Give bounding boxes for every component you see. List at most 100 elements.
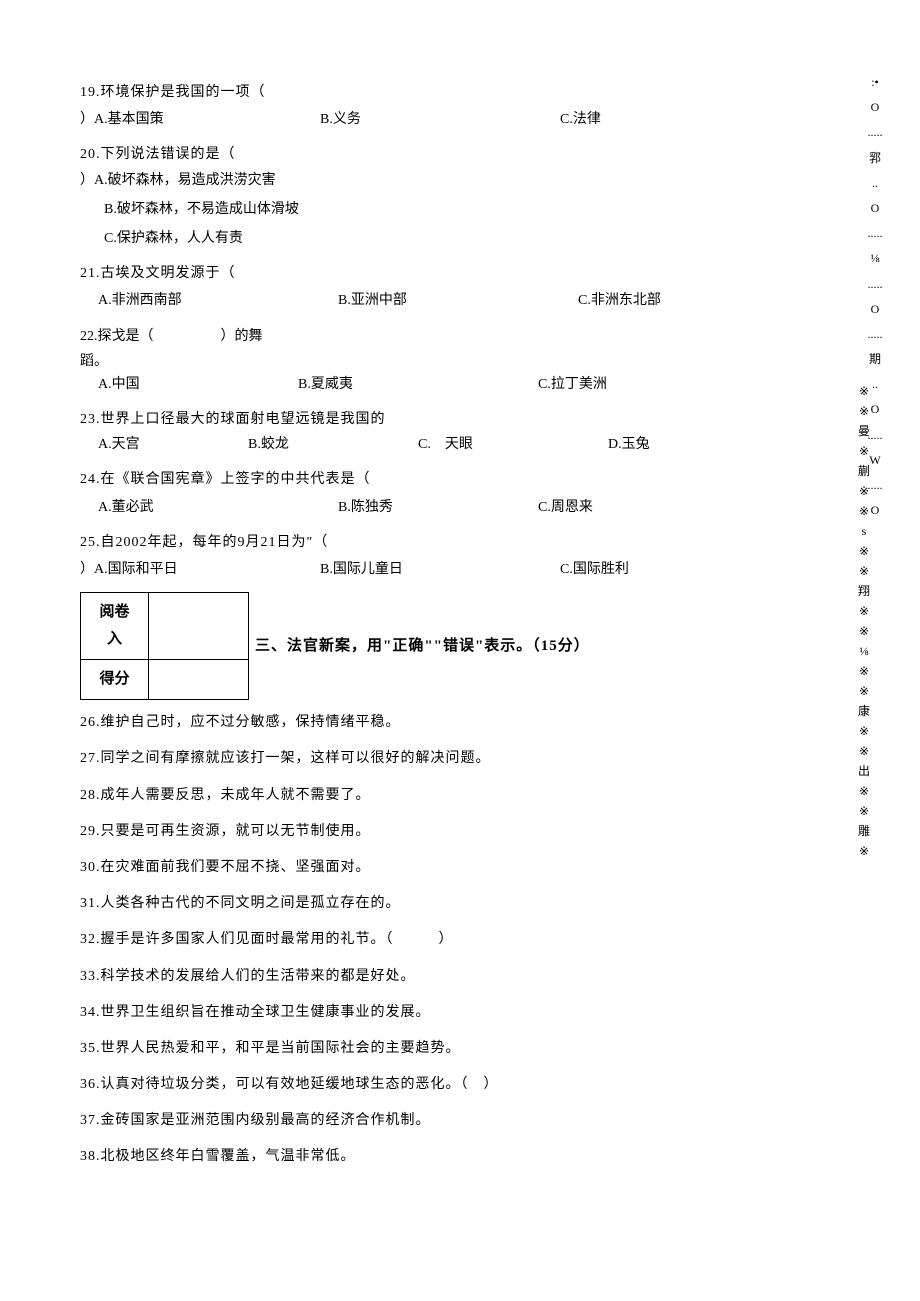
question-25: 25.自2002年起，每年的9月21日为"（ ）A.国际和平日 B.国际儿童日 … — [80, 530, 780, 582]
q22-text-row1: 22.探戈是（ ）的舞 — [80, 324, 780, 349]
margin-mark: O — [871, 199, 880, 218]
margin-mark: :• — [871, 73, 879, 92]
deco-mark: ※ — [856, 442, 872, 460]
section-3-header: 阅卷入 得分 三、法官新案，用"正确""错误"表示。（15分） — [80, 592, 780, 700]
deco-mark: ※ — [856, 742, 872, 760]
q19-choice-b: B.义务 — [320, 107, 560, 132]
deco-mark: ※ — [856, 722, 872, 740]
deco-mark: 翔 — [856, 582, 872, 600]
q25-choice-c: C.国际胜利 — [560, 557, 760, 582]
question-24: 24.在《联合国宪章》上签字的中共代表是（ A.董必武 B.陈独秀 C.周恩来 — [80, 467, 780, 519]
deco-mark: ※ — [856, 382, 872, 400]
reviewer-label: 阅卷入 — [81, 593, 149, 660]
margin-mark: 郛 — [869, 149, 881, 168]
q20-choice-c: C.保护森林，人人有责 — [104, 226, 780, 251]
deco-mark: ※ — [856, 542, 872, 560]
question-23: 23.世界上口径最大的球面射电望远镜是我国的 A.天宫 B.蛟龙 C. 天眼 D… — [80, 407, 780, 457]
deco-mark: ※ — [856, 782, 872, 800]
score-row-score: 得分 — [81, 660, 249, 700]
q20-text: 20.下列说法错误的是（ — [80, 142, 780, 167]
deco-mark: ※ — [856, 602, 872, 620]
section-3-title: 三、法官新案，用"正确""错误"表示。（15分） — [255, 633, 590, 660]
deco-mark: 曼 — [856, 422, 872, 440]
q23-choices: A.天宫 B.蛟龙 C. 天眼 D.玉兔 — [98, 432, 780, 457]
q22-text1: 22.探戈是（ — [80, 329, 154, 344]
tf-29: 29.只要是可再生资源，就可以无节制使用。 — [80, 819, 780, 844]
margin-mark: O — [871, 300, 880, 319]
margin-mark: ..... — [868, 123, 883, 142]
deco-mark: ※ — [856, 682, 872, 700]
q25-choice-a: ）A.国际和平日 — [80, 557, 320, 582]
q21-choice-a: A.非洲西南部 — [98, 288, 338, 313]
q20-choice-a: ）A.破坏森林，易造成洪涝灾害 — [80, 168, 780, 193]
q25-text: 25.自2002年起，每年的9月21日为"（ — [80, 530, 780, 555]
tf-33: 33.科学技术的发展给人们的生活带来的都是好处。 — [80, 964, 780, 989]
decoration-column: ※※曼※蒯※※s※※翔※※⅛※※康※※出※※雕※ — [856, 380, 872, 862]
deco-mark: ※ — [856, 802, 872, 820]
question-21: 21.古埃及文明发源于（ A.非洲西南部 B.亚洲中部 C.非洲东北部 — [80, 261, 780, 313]
q20-choice-b: B.破坏森林，不易造成山体滑坡 — [104, 197, 780, 222]
margin-mark: .. — [872, 375, 878, 394]
q24-choice-b: B.陈独秀 — [338, 495, 538, 520]
q19-text: 19.环境保护是我国的一项（ — [80, 80, 780, 105]
deco-mark: ※ — [856, 402, 872, 420]
deco-mark: ⅛ — [856, 642, 872, 660]
deco-mark: ※ — [856, 622, 872, 640]
tf-32: 32.握手是许多国家人们见面时最常用的礼节。（ ） — [80, 927, 780, 952]
deco-mark: ※ — [856, 482, 872, 500]
deco-mark: 雕 — [856, 822, 872, 840]
q22-choice-b: B.夏威夷 — [298, 372, 538, 397]
q22-text3: 蹈。 — [80, 349, 780, 374]
q19-choices: ）A.基本国策 B.义务 C.法律 — [80, 107, 780, 132]
q21-text: 21.古埃及文明发源于（ — [80, 261, 780, 286]
score-blank — [149, 660, 249, 700]
q22-choice-a: A.中国 — [98, 372, 298, 397]
deco-mark: ※ — [856, 662, 872, 680]
tf-34: 34.世界卫生组织旨在推动全球卫生健康事业的发展。 — [80, 1000, 780, 1025]
score-row-reviewer: 阅卷入 — [81, 593, 249, 660]
q23-choice-b: B.蛟龙 — [248, 432, 418, 457]
q24-choice-a: A.董必武 — [98, 495, 338, 520]
deco-mark: 康 — [856, 702, 872, 720]
q21-choice-c: C.非洲东北部 — [578, 288, 778, 313]
q22-text2: ）的舞 — [221, 329, 263, 344]
q19-choice-c: C.法律 — [560, 107, 760, 132]
deco-mark: ※ — [856, 562, 872, 580]
margin-mark: ..... — [868, 275, 883, 294]
q23-choice-c: C. 天眼 — [418, 432, 608, 457]
margin-mark: 期 — [869, 350, 881, 369]
q25-choices: ）A.国际和平日 B.国际儿童日 C.国际胜利 — [80, 557, 780, 582]
q24-text: 24.在《联合国宪章》上签字的中共代表是（ — [80, 467, 780, 492]
tf-26: 26.维护自己时，应不过分敏感，保持情绪平稳。 — [80, 710, 780, 735]
q24-choice-c: C.周恩来 — [538, 495, 738, 520]
q24-choices: A.董必武 B.陈独秀 C.周恩来 — [98, 495, 780, 520]
tf-38: 38.北极地区终年白雪覆盖，气温非常低。 — [80, 1144, 780, 1169]
q22-choice-c: C.拉丁美洲 — [538, 372, 738, 397]
margin-mark: O — [871, 98, 880, 117]
deco-mark: s — [856, 522, 872, 540]
q21-choice-b: B.亚洲中部 — [338, 288, 578, 313]
tf-27: 27.同学之间有摩擦就应该打一架，这样可以很好的解决问题。 — [80, 746, 780, 771]
tf-31: 31.人类各种古代的不同文明之间是孤立存在的。 — [80, 891, 780, 916]
q25-choice-b: B.国际儿童日 — [320, 557, 560, 582]
margin-mark: ⅛ — [871, 249, 880, 268]
tf-28: 28.成年人需要反思，未成年人就不需要了。 — [80, 783, 780, 808]
margin-mark: ..... — [868, 224, 883, 243]
q19-choice-a: ）A.基本国策 — [80, 107, 320, 132]
tf-37: 37.金砖国家是亚洲范围内级别最高的经济合作机制。 — [80, 1108, 780, 1133]
q23-text: 23.世界上口径最大的球面射电望远镜是我国的 — [80, 407, 780, 432]
deco-mark: 出 — [856, 762, 872, 780]
q20-choices: ）A.破坏森林，易造成洪涝灾害 B.破坏森林，不易造成山体滑坡 C.保护森林，人… — [80, 168, 780, 252]
question-20: 20.下列说法错误的是（ ）A.破坏森林，易造成洪涝灾害 B.破坏森林，不易造成… — [80, 142, 780, 251]
margin-mark: ..... — [868, 325, 883, 344]
deco-mark: ※ — [856, 502, 872, 520]
question-22: 22.探戈是（ ）的舞 蹈。 A.中国 B.夏威夷 C.拉丁美洲 — [80, 324, 780, 398]
score-table: 阅卷入 得分 — [80, 592, 249, 700]
tf-30: 30.在灾难面前我们要不屈不挠、坚强面对。 — [80, 855, 780, 880]
question-19: 19.环境保护是我国的一项（ ）A.基本国策 B.义务 C.法律 — [80, 80, 780, 132]
q23-choice-a: A.天宫 — [98, 432, 248, 457]
q23-choice-d: D.玉兔 — [608, 432, 748, 457]
deco-mark: 蒯 — [856, 462, 872, 480]
margin-mark: .. — [872, 174, 878, 193]
q21-choices: A.非洲西南部 B.亚洲中部 C.非洲东北部 — [98, 288, 780, 313]
